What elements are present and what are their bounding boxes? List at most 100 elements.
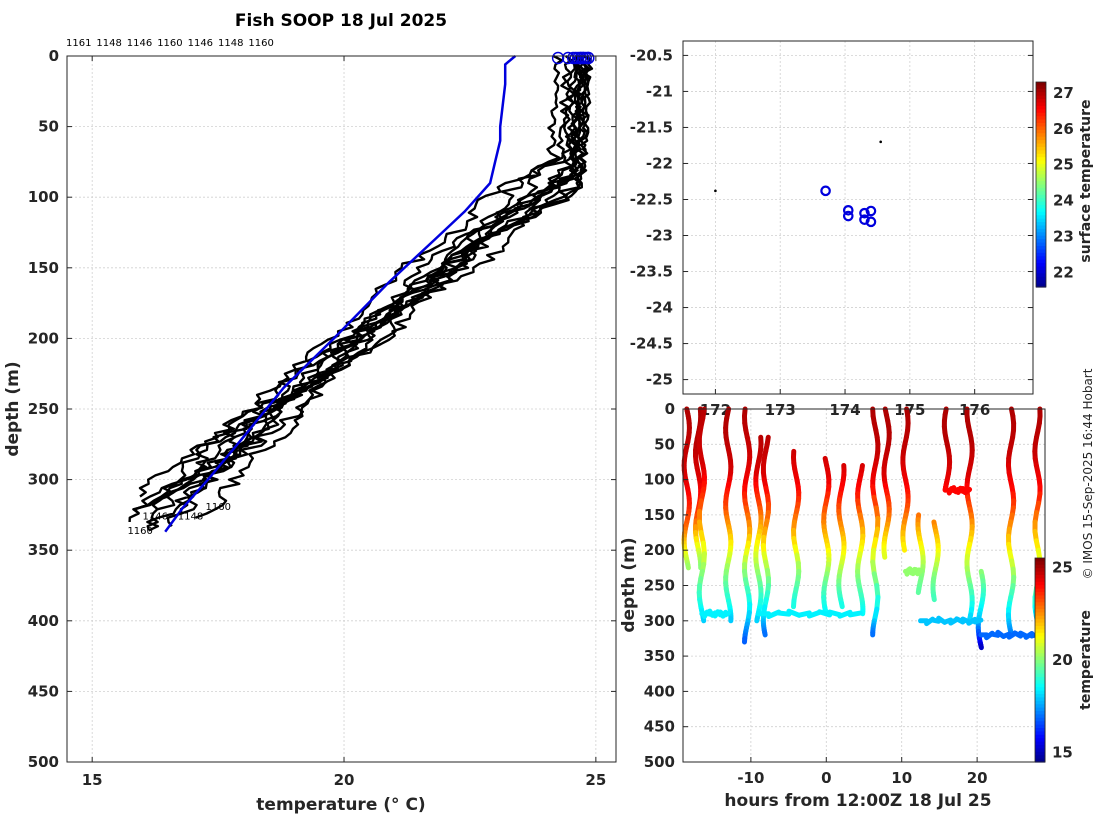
surface-marker <box>551 51 565 65</box>
temperature-profile <box>134 55 585 511</box>
colorbar-segment <box>1036 177 1046 182</box>
profile-ticks: 0 50 100 150 200 250 300 350 400 450 500 15 20 25 <box>28 47 616 789</box>
colorbar-segment <box>1036 88 1046 93</box>
map-ticks: -20.5 -21 -21.5 -22 -22.5 -23 -23.5 -24 -24.5 -25… <box>630 46 1033 419</box>
colorbar-segment <box>1036 112 1046 117</box>
section-segment <box>964 487 973 494</box>
colorbar-segment <box>1035 575 1045 579</box>
colorbar-segment <box>1036 191 1046 196</box>
colorbar-segment <box>1036 239 1046 244</box>
map-x-tick-label: 173 <box>765 401 796 419</box>
section-segment <box>817 609 833 618</box>
map-y-tick-label: -21 <box>646 82 673 100</box>
colorbar-tick-label: 27 <box>1053 84 1074 102</box>
section-y-tick-label: 50 <box>654 435 675 453</box>
map-y-tick-label: -25 <box>646 371 673 389</box>
chart-title: Fish SOOP 18 Jul 2025 <box>235 11 447 31</box>
colorbar-segment <box>1036 232 1046 237</box>
x-tick-label: 25 <box>585 771 606 789</box>
section-y-tick-label: 450 <box>644 718 675 736</box>
reference-profile <box>164 55 517 533</box>
colorbar-segment <box>1035 612 1045 617</box>
colorbar-segment <box>1036 146 1046 151</box>
map-x-tick-label: 174 <box>829 401 860 419</box>
y-tick-label: 0 <box>49 47 59 65</box>
profile-chart: Fish SOOP 18 Jul 2025 1161 1148 1146 1160 11… <box>3 11 617 815</box>
colorbar-segment <box>1036 105 1046 110</box>
temperature-profile <box>187 55 591 481</box>
colorbar-segment <box>1036 126 1046 131</box>
colorbar-segment <box>1036 235 1046 240</box>
section-y-tick-label: 500 <box>644 753 675 771</box>
map-y-tick-label: -24.5 <box>630 335 673 353</box>
colorbar-segment <box>1035 619 1045 624</box>
colorbar-segment <box>1035 711 1045 715</box>
section-y-tick-label: 200 <box>644 541 675 559</box>
colorbar-segment <box>1036 164 1046 169</box>
copyright-note: © IMOS 15-Sep-2025 16:44 Hobart <box>1081 368 1095 579</box>
colorbar-segment <box>1035 670 1045 675</box>
profile-end-label: 1146 <box>143 512 168 523</box>
colorbar-segment <box>1036 85 1046 90</box>
colorbar-segment <box>1035 592 1045 596</box>
y-tick-label: 500 <box>28 753 59 771</box>
colorbar-segment <box>1036 201 1046 206</box>
section-segment <box>931 593 937 603</box>
colorbar-segment <box>1035 605 1045 610</box>
colorbar-segment <box>1035 728 1045 732</box>
colorbar-segment <box>1035 700 1045 705</box>
cast-id-label: 1146 <box>188 38 213 49</box>
section-segment <box>796 610 812 618</box>
colorbar-segment <box>1035 609 1045 613</box>
cast-id-label: 1160 <box>157 38 182 49</box>
track-point <box>879 140 882 144</box>
colorbar-segment <box>1035 731 1045 736</box>
colorbar-segment <box>1035 615 1045 620</box>
colorbar-segment <box>1035 694 1045 698</box>
map-axes-box <box>682 40 1034 395</box>
profile-x-label: temperature (° C) <box>256 795 425 815</box>
colorbar-segment <box>1036 280 1046 285</box>
section-y-tick-label: 0 <box>665 400 675 418</box>
colorbar-segment <box>1035 568 1045 573</box>
colorbar-tick-label: 24 <box>1053 192 1074 210</box>
section-x-tick-label: 0 <box>821 769 831 787</box>
colorbar-frame <box>1035 81 1047 288</box>
colorbar-segment <box>1035 724 1045 729</box>
profile-end-label: 1148 <box>178 512 203 523</box>
colorbar-segment <box>1035 585 1045 590</box>
colorbar-segment <box>1036 259 1046 264</box>
colorbar-segment <box>1036 249 1046 254</box>
colorbar-segment <box>1036 123 1046 128</box>
colorbar-segment <box>1036 143 1046 148</box>
colorbar-tick-label: 15 <box>1052 744 1073 762</box>
colorbar-segment <box>1035 673 1045 678</box>
surface-temperature-label: surface temperature <box>1078 99 1094 262</box>
colorbar-segment <box>1035 649 1045 654</box>
map-y-tick-label: -21.5 <box>630 118 673 136</box>
colorbar-segment <box>1035 643 1045 647</box>
colorbar-segment <box>1036 283 1046 288</box>
colorbar-segment <box>1036 133 1046 138</box>
section-segment <box>827 609 843 618</box>
colorbar-segment <box>1036 198 1046 203</box>
colorbar-tick-label: 25 <box>1052 558 1073 576</box>
colorbar-segment <box>1035 683 1045 688</box>
colorbar-segment <box>1035 602 1045 607</box>
colorbar-segment <box>1036 266 1046 271</box>
colorbar-segment <box>1036 256 1046 261</box>
colorbar-segment <box>1036 242 1046 247</box>
colorbar-segment <box>1035 680 1045 685</box>
map-grid <box>683 41 1033 394</box>
y-tick-label: 250 <box>28 400 59 418</box>
colorbar-segment <box>1035 578 1045 583</box>
y-tick-label: 200 <box>28 329 59 347</box>
map-x-tick-label: 172 <box>700 401 731 419</box>
colorbar-segment <box>1035 561 1045 566</box>
colorbar-segment <box>1036 116 1046 121</box>
colorbar-segment <box>1036 222 1046 227</box>
colorbar-tick-label: 26 <box>1053 120 1074 138</box>
colorbar-segment <box>1036 167 1046 172</box>
cast-id-label: 1146 <box>127 38 152 49</box>
